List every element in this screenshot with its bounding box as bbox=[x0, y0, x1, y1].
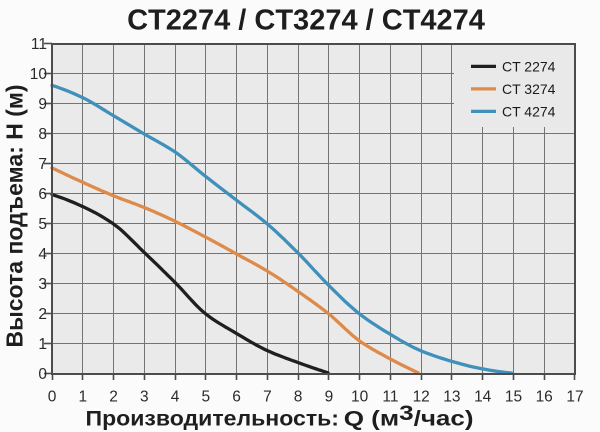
svg-text:5: 5 bbox=[38, 216, 47, 233]
svg-text:0: 0 bbox=[48, 389, 57, 406]
svg-text:8: 8 bbox=[38, 126, 47, 143]
svg-text:2: 2 bbox=[109, 389, 118, 406]
svg-text:15: 15 bbox=[505, 389, 522, 406]
svg-text:14: 14 bbox=[474, 389, 492, 406]
svg-text:13: 13 bbox=[443, 389, 460, 406]
svg-text:3: 3 bbox=[140, 389, 149, 406]
svg-text:7: 7 bbox=[38, 156, 47, 173]
svg-text:5: 5 bbox=[201, 389, 210, 406]
svg-text:CT 4274: CT 4274 bbox=[502, 103, 556, 119]
svg-text:4: 4 bbox=[38, 246, 47, 263]
svg-text:7: 7 bbox=[263, 389, 272, 406]
svg-text:3: 3 bbox=[38, 276, 47, 293]
svg-text:6: 6 bbox=[38, 186, 47, 203]
svg-text:10: 10 bbox=[30, 66, 48, 83]
svg-text:17: 17 bbox=[566, 389, 583, 406]
svg-text:9: 9 bbox=[38, 96, 47, 113]
svg-text:0: 0 bbox=[38, 366, 47, 383]
svg-text:9: 9 bbox=[325, 389, 334, 406]
svg-text:1: 1 bbox=[38, 336, 47, 353]
svg-text:Производительность:: Производительность: bbox=[86, 407, 339, 431]
svg-text:4: 4 bbox=[171, 389, 180, 406]
svg-text:8: 8 bbox=[294, 389, 303, 406]
svg-text:11: 11 bbox=[382, 389, 398, 406]
svg-text:CT2274 / CT3274 / CT4274: CT2274 / CT3274 / CT4274 bbox=[127, 5, 485, 37]
svg-text:2: 2 bbox=[38, 306, 47, 323]
svg-text:CT 2274: CT 2274 bbox=[502, 58, 556, 74]
svg-text:1: 1 bbox=[78, 389, 87, 406]
svg-text:16: 16 bbox=[536, 389, 553, 406]
svg-text:CT 3274: CT 3274 bbox=[502, 81, 556, 97]
svg-text:11: 11 bbox=[31, 36, 47, 53]
svg-text:6: 6 bbox=[232, 389, 241, 406]
svg-text:Высота подъема: H (м): Высота подъема: H (м) bbox=[2, 84, 28, 347]
svg-text:10: 10 bbox=[351, 389, 369, 406]
svg-text:12: 12 bbox=[413, 389, 430, 406]
